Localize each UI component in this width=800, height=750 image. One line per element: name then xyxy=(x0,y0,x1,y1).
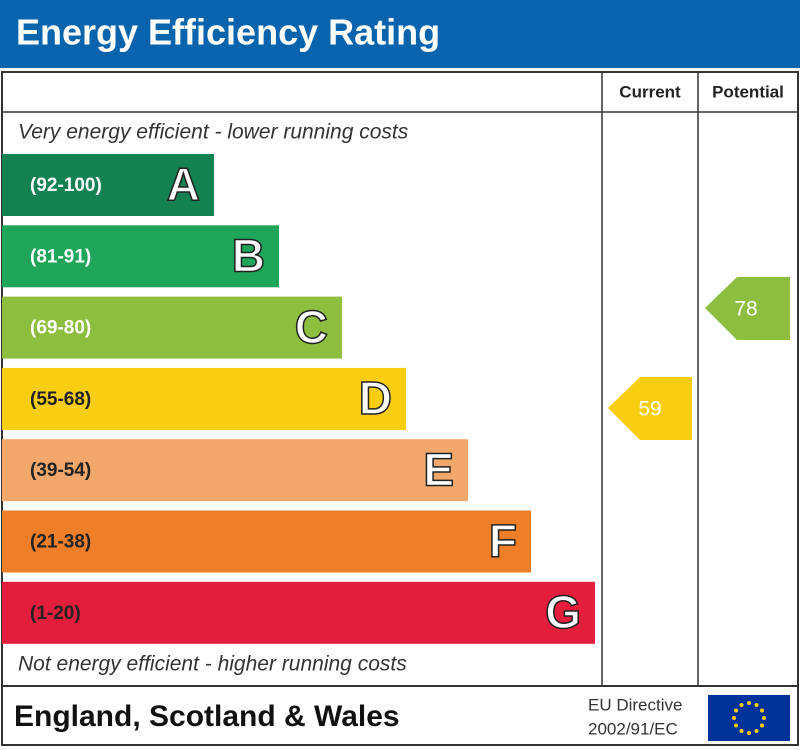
bottom-note: Not energy efficient - higher running co… xyxy=(18,653,407,676)
potential-arrow xyxy=(705,277,790,340)
band-letter: F xyxy=(489,515,517,567)
star xyxy=(762,716,766,720)
star xyxy=(747,731,751,735)
title-bar xyxy=(0,0,800,68)
star xyxy=(734,723,739,728)
current-arrow xyxy=(608,377,692,440)
column-header: Potential xyxy=(712,82,784,101)
band xyxy=(2,581,595,644)
band-letter: D xyxy=(359,372,392,424)
eu-flag xyxy=(708,695,790,741)
column-header: Current xyxy=(619,82,681,101)
band-range: (1-20) xyxy=(30,603,81,624)
band xyxy=(2,510,531,573)
band-letter: G xyxy=(545,586,581,638)
band xyxy=(2,367,406,430)
top-note: Very energy efficient - lower running co… xyxy=(18,121,409,144)
band xyxy=(2,296,342,359)
title: Energy Efficiency Rating xyxy=(16,12,440,53)
star xyxy=(739,703,744,708)
current-value: 59 xyxy=(638,398,661,421)
band xyxy=(2,154,214,216)
band-letter: C xyxy=(295,301,328,353)
band-letter: A xyxy=(167,158,200,210)
star xyxy=(747,701,751,705)
directive: 2002/91/EC xyxy=(588,719,678,738)
band-letter: B xyxy=(232,229,265,281)
band xyxy=(2,439,468,502)
band-range: (55-68) xyxy=(30,389,91,410)
band-letter: E xyxy=(423,443,454,495)
band-range: (69-80) xyxy=(30,318,91,339)
region: England, Scotland & Wales xyxy=(14,700,400,733)
star xyxy=(754,728,759,733)
directive: EU Directive xyxy=(588,695,682,714)
band-range: (21-38) xyxy=(30,532,91,553)
band-range: (39-54) xyxy=(30,460,91,481)
potential-value: 78 xyxy=(734,298,757,321)
star xyxy=(754,703,759,708)
band-range: (92-100) xyxy=(30,175,102,196)
star xyxy=(759,708,764,713)
star xyxy=(759,723,764,728)
bands: (92-100) A (81-91) B (69-80) C (55-68) D (39-54)… xyxy=(2,154,595,644)
band-range: (81-91) xyxy=(30,246,91,267)
star xyxy=(732,716,736,720)
band xyxy=(2,225,279,288)
star xyxy=(739,728,744,733)
star xyxy=(734,708,739,713)
